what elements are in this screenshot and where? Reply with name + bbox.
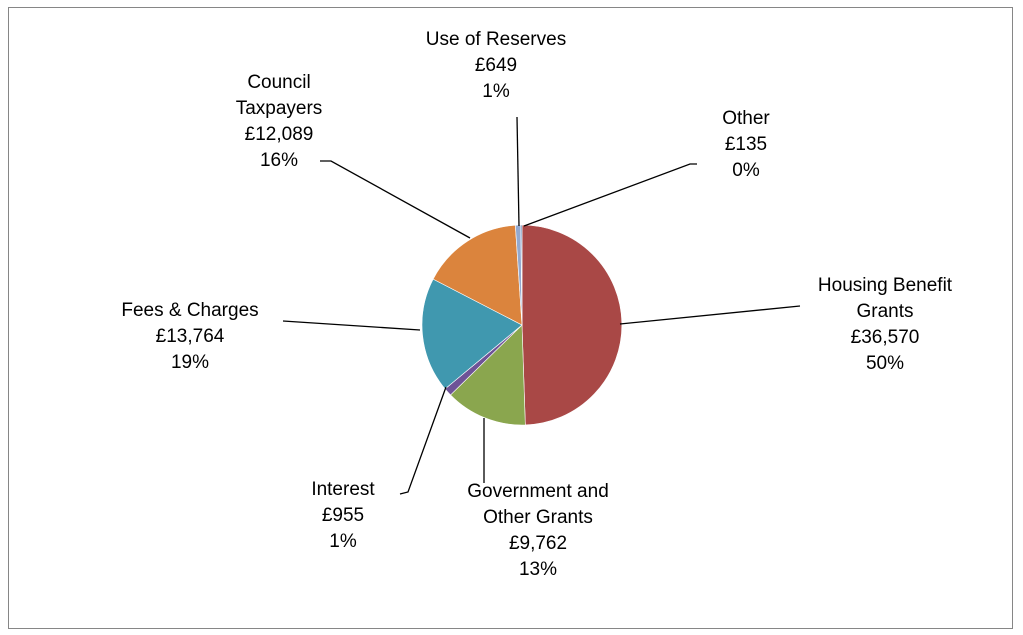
data-label-government-and-other-grants: Government and Other Grants £9,762 13%	[467, 481, 609, 580]
leader-line-council-taxpayers	[320, 160, 471, 239]
data-label-other: Other £135 0%	[722, 108, 770, 181]
pie-slice-housing-benefit-grants	[521, 224, 623, 426]
leader-line-housing-benefit-grants	[619, 305, 801, 325]
data-label-housing-benefit-grants: Housing Benefit Grants £36,570 50%	[818, 275, 953, 374]
data-label-interest: Interest £955 1%	[311, 479, 375, 552]
data-label-council-taxpayers: Council Taxpayers £12,089 16%	[236, 72, 323, 171]
pie-slice-council-taxpayers	[432, 224, 523, 326]
data-label-fees-charges: Fees & Charges £13,764 19%	[121, 300, 258, 373]
leader-line-other	[523, 163, 697, 227]
leader-line-use-of-reserves	[516, 116, 520, 227]
pie-slice-other	[520, 224, 523, 326]
data-label-use-of-reserves: Use of Reserves £649 1%	[426, 29, 566, 102]
pie-slice-fees-charges	[421, 278, 523, 390]
leader-line-fees-charges	[282, 320, 421, 331]
pie-slice-government-and-other-grants	[450, 324, 526, 426]
leader-line-interest	[399, 386, 447, 495]
